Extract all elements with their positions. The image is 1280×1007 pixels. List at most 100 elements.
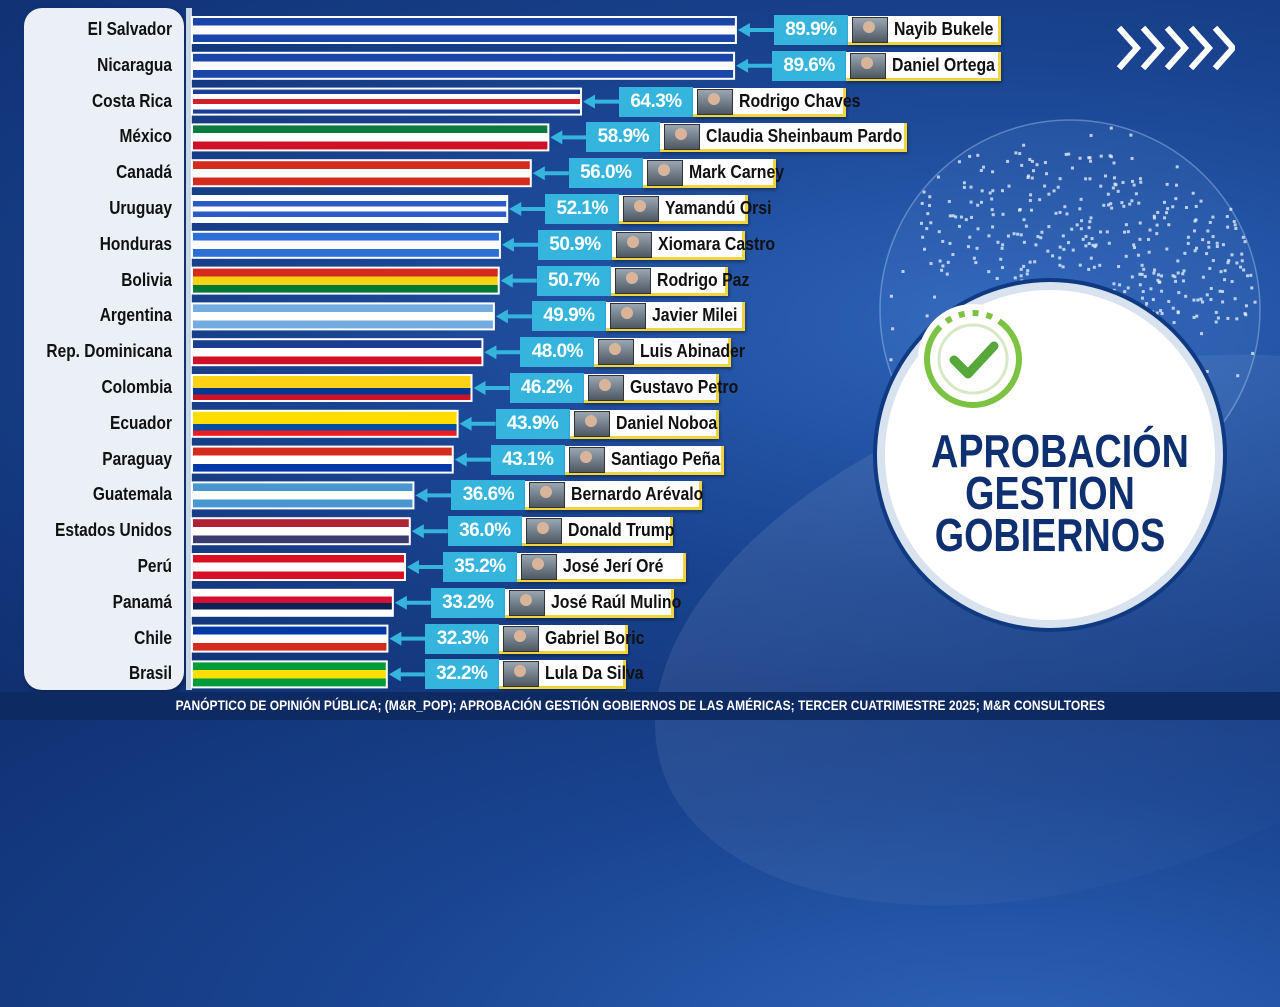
arrow-head-15 xyxy=(406,560,419,574)
bar-13 xyxy=(191,481,415,510)
arrow-head-0 xyxy=(737,23,750,37)
country-label-18: Brasil xyxy=(128,663,172,684)
leader-photo-icon xyxy=(587,375,624,401)
value-label-9: 48.0% xyxy=(520,337,595,368)
country-label-12: Paraguay xyxy=(102,448,172,469)
leader-photo-icon xyxy=(503,625,540,652)
leader-photo-icon xyxy=(598,339,635,366)
arrow-head-14 xyxy=(411,524,424,539)
arrow-head-5 xyxy=(509,202,522,216)
bar-5 xyxy=(191,195,509,223)
arrow-head-13 xyxy=(415,488,428,503)
leader-box-4: Mark Carney xyxy=(642,159,784,189)
value-label-10: 46.2% xyxy=(509,373,584,403)
value-label-0: 89.9% xyxy=(773,15,848,45)
leader-name-13: Bernardo Arévalo xyxy=(571,484,704,505)
leader-photo-icon xyxy=(568,446,605,473)
country-label-7: Bolivia xyxy=(121,269,172,290)
leader-name-1: Daniel Ortega xyxy=(892,54,996,75)
arrow-head-11 xyxy=(459,416,472,431)
checkmark-icon xyxy=(918,304,1028,414)
leader-box-15: José Jerí Oré xyxy=(516,553,686,582)
arrow-head-2 xyxy=(583,94,596,109)
leader-box-5: Yamandú Orsi xyxy=(619,195,772,224)
arrow-head-18 xyxy=(388,667,401,682)
title-line-2: GESTION xyxy=(965,467,1135,519)
leader-photo-icon xyxy=(850,52,887,79)
bar-12 xyxy=(191,445,454,474)
leader-name-5: Yamandú Orsi xyxy=(665,198,772,218)
bar-11 xyxy=(191,409,459,438)
arrow-head-1 xyxy=(736,58,749,73)
bar-8 xyxy=(191,302,495,331)
leader-photo-icon xyxy=(525,518,562,545)
value-label-17: 32.3% xyxy=(425,623,500,654)
value-label-5: 52.1% xyxy=(545,194,620,224)
country-label-3: México xyxy=(119,126,172,147)
value-label-4: 56.0% xyxy=(568,158,643,189)
leader-name-7: Rodrigo Paz xyxy=(656,269,750,290)
leader-box-11: Daniel Noboa xyxy=(569,409,719,439)
bar-4 xyxy=(191,159,532,188)
value-label-13: 36.6% xyxy=(451,480,526,511)
value-label-6: 50.9% xyxy=(537,229,612,260)
leader-name-11: Daniel Noboa xyxy=(615,412,717,433)
leader-box-3: Claudia Sheinbaum Pardo xyxy=(660,123,908,153)
leader-name-14: Donald Trump xyxy=(567,520,675,541)
leader-box-7: Rodrigo Paz xyxy=(610,266,749,296)
value-label-11: 43.9% xyxy=(495,408,570,439)
country-label-2: Costa Rica xyxy=(91,90,172,111)
leader-name-9: Luis Abinader xyxy=(640,341,746,362)
value-label-14: 36.0% xyxy=(447,516,522,547)
leader-photo-icon xyxy=(851,17,888,43)
leader-box-17: Gabriel Boric xyxy=(499,624,645,654)
leader-box-6: Xiomara Castro xyxy=(611,230,775,260)
leader-box-2: Rodrigo Chaves xyxy=(693,87,860,117)
bar-17 xyxy=(191,624,389,653)
arrow-head-8 xyxy=(495,309,508,324)
bar-2 xyxy=(191,87,583,116)
bar-14 xyxy=(191,517,411,546)
leader-name-4: Mark Carney xyxy=(688,162,784,183)
country-label-17: Chile xyxy=(134,627,172,648)
value-label-8: 49.9% xyxy=(531,301,606,332)
leader-name-0: Nayib Bukele xyxy=(893,19,994,39)
leader-name-12: Santiago Peña xyxy=(610,448,720,469)
leader-box-1: Daniel Ortega xyxy=(846,51,1002,81)
leader-photo-icon xyxy=(615,231,652,258)
leader-photo-icon xyxy=(623,196,660,222)
leader-photo-icon xyxy=(697,88,733,115)
leader-name-6: Xiomara Castro xyxy=(657,233,776,254)
axis-track xyxy=(186,8,192,690)
arrow-head-16 xyxy=(394,595,407,610)
bar-10 xyxy=(191,374,473,402)
bar-1 xyxy=(191,51,736,80)
arrow-head-3 xyxy=(550,130,563,145)
country-label-15: Perú xyxy=(137,556,172,576)
arrow-head-4 xyxy=(532,166,545,181)
source-footer: PANÓPTICO DE OPINIÓN PÚBLICA; (M&R_POP);… xyxy=(0,692,1280,720)
leader-photo-icon xyxy=(573,410,610,437)
leader-box-16: José Raúl Mulino xyxy=(504,588,681,618)
country-label-0: El Salvador xyxy=(87,19,172,39)
leader-box-13: Bernardo Arévalo xyxy=(525,481,704,511)
leader-name-2: Rodrigo Chaves xyxy=(739,90,861,111)
leader-photo-icon xyxy=(529,482,566,509)
leader-name-16: José Raúl Mulino xyxy=(550,591,682,612)
arrow-head-9 xyxy=(484,345,497,360)
footer-text: PANÓPTICO DE OPINIÓN PÚBLICA; (M&R_POP);… xyxy=(175,697,1105,713)
bar-0 xyxy=(191,16,737,44)
country-label-5: Uruguay xyxy=(109,198,172,218)
title-line-1: APROBACIÓN xyxy=(931,425,1189,477)
bar-16 xyxy=(191,588,394,617)
value-label-1: 89.6% xyxy=(772,50,847,81)
leader-box-0: Nayib Bukele xyxy=(847,16,1001,45)
country-label-11: Ecuador xyxy=(110,412,172,433)
arrow-head-6 xyxy=(501,237,514,252)
leader-photo-icon xyxy=(609,303,646,330)
leader-name-17: Gabriel Boric xyxy=(545,627,645,648)
leader-box-18: Lula Da Silva xyxy=(498,660,643,690)
arrow-head-12 xyxy=(454,452,467,467)
leader-name-3: Claudia Sheinbaum Pardo xyxy=(706,126,903,147)
value-label-7: 50.7% xyxy=(536,265,611,296)
